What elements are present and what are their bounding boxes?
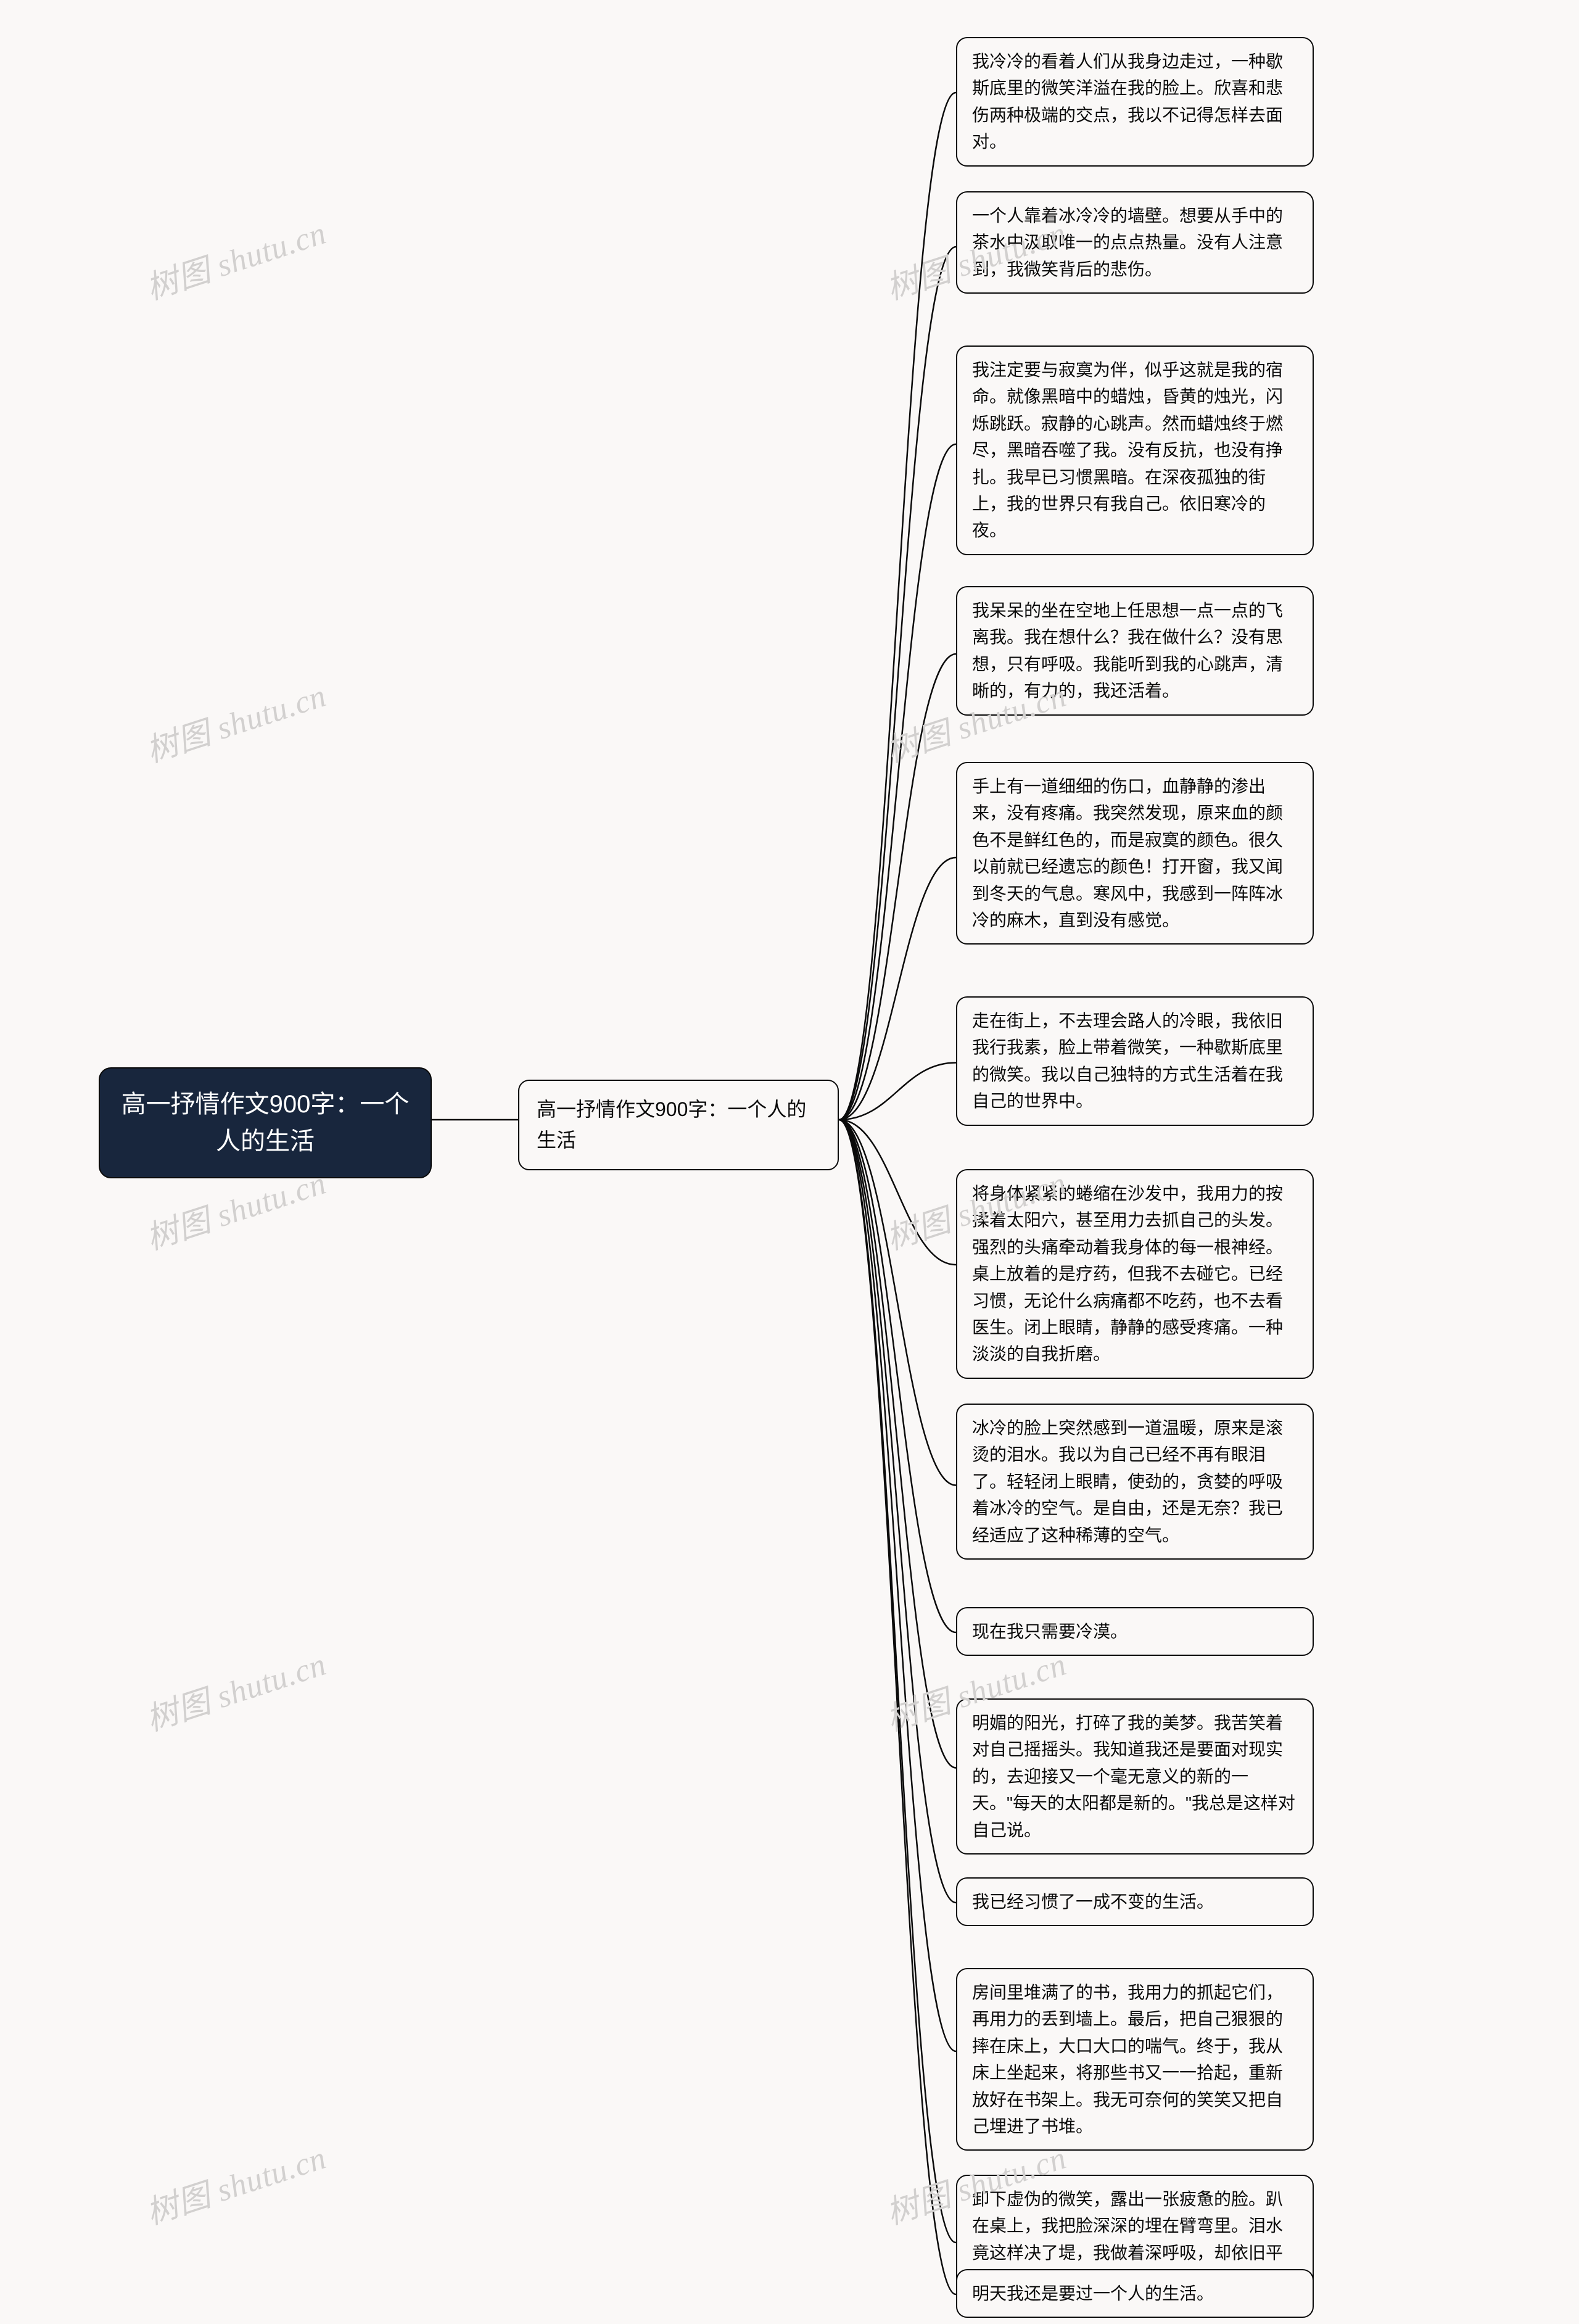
leaf-node-8-text: 现在我只需要冷漠。 (972, 1622, 1128, 1641)
leaf-node-4[interactable]: 手上有一道细细的伤口，血静静的渗出来，没有疼痛。我突然发现，原来血的颜色不是鲜红… (956, 762, 1314, 945)
mindmap-canvas: 高一抒情作文900字：一个人的生活 高一抒情作文900字：一个人的生活 我冷冷的看着… (0, 0, 1579, 2324)
root-node-text: 高一抒情作文900字：一个人的生活 (122, 1091, 410, 1155)
leaf-node-0-text: 我冷冷的看着人们从我身边走过，一种歇斯底里的微笑洋溢在我的脸上。欣喜和悲伤两种极… (972, 52, 1283, 151)
leaf-node-11[interactable]: 房间里堆满了的书，我用力的抓起它们，再用力的丢到墙上。最后，把自己狠狠的摔在床上… (956, 1968, 1314, 2151)
leaf-node-4-text: 手上有一道细细的伤口，血静静的渗出来，没有疼痛。我突然发现，原来血的颜色不是鲜红… (972, 777, 1283, 930)
leaf-node-11-text: 房间里堆满了的书，我用力的抓起它们，再用力的丢到墙上。最后，把自己狠狠的摔在床上… (972, 1983, 1283, 2136)
root-node[interactable]: 高一抒情作文900字：一个人的生活 (99, 1067, 432, 1178)
watermark-6: 树图 shutu.cn (139, 1638, 331, 1740)
leaf-node-5[interactable]: 走在街上，不去理会路人的冷眼，我依旧我行我素，脸上带着微笑，一种歇斯底里的微笑。… (956, 996, 1314, 1126)
leaf-node-13[interactable]: 明天我还是要过一个人的生活。 (956, 2269, 1314, 2318)
leaf-node-2-text: 我注定要与寂寞为伴，似乎这就是我的宿命。就像黑暗中的蜡烛，昏黄的烛光，闪烁跳跃。… (972, 360, 1283, 540)
watermark-2: 树图 shutu.cn (139, 669, 331, 771)
leaf-node-3[interactable]: 我呆呆的坐在空地上任思想一点一点的飞离我。我在想什么？我在做什么？没有思想，只有… (956, 586, 1314, 716)
leaf-node-7[interactable]: 冰冷的脸上突然感到一道温暖，原来是滚烫的泪水。我以为自己已经不再有眼泪了。轻轻闭… (956, 1404, 1314, 1560)
level1-node-text: 高一抒情作文900字：一个人的生活 (537, 1098, 806, 1151)
leaf-node-6-text: 将身体紧紧的蜷缩在沙发中，我用力的按揉着太阳穴，甚至用力去抓自己的头发。强烈的头… (972, 1184, 1283, 1363)
leaf-node-5-text: 走在街上，不去理会路人的冷眼，我依旧我行我素，脸上带着微笑，一种歇斯底里的微笑。… (972, 1011, 1283, 1110)
watermark-0: 树图 shutu.cn (139, 207, 331, 308)
leaf-node-1-text: 一个人靠着冰冷冷的墙壁。想要从手中的茶水中汲取唯一的点点热量。没有人注意到，我微… (972, 206, 1283, 279)
level1-node[interactable]: 高一抒情作文900字：一个人的生活 (518, 1080, 839, 1170)
leaf-node-10[interactable]: 我已经习惯了一成不变的生活。 (956, 1877, 1314, 1926)
leaf-node-1[interactable]: 一个人靠着冰冷冷的墙壁。想要从手中的茶水中汲取唯一的点点热量。没有人注意到，我微… (956, 191, 1314, 294)
leaf-node-10-text: 我已经习惯了一成不变的生活。 (972, 1892, 1214, 1911)
watermark-8: 树图 shutu.cn (139, 2132, 331, 2233)
leaf-node-9[interactable]: 明媚的阳光，打碎了我的美梦。我苦笑着对自己摇摇头。我知道我还是要面对现实的，去迎… (956, 1698, 1314, 1855)
leaf-node-13-text: 明天我还是要过一个人的生活。 (972, 2284, 1214, 2303)
leaf-node-8[interactable]: 现在我只需要冷漠。 (956, 1607, 1314, 1656)
leaf-node-9-text: 明媚的阳光，打碎了我的美梦。我苦笑着对自己摇摇头。我知道我还是要面对现实的，去迎… (972, 1713, 1295, 1840)
leaf-node-3-text: 我呆呆的坐在空地上任思想一点一点的飞离我。我在想什么？我在做什么？没有思想，只有… (972, 601, 1283, 700)
leaf-node-2[interactable]: 我注定要与寂寞为伴，似乎这就是我的宿命。就像黑暗中的蜡烛，昏黄的烛光，闪烁跳跃。… (956, 345, 1314, 555)
leaf-node-6[interactable]: 将身体紧紧的蜷缩在沙发中，我用力的按揉着太阳穴，甚至用力去抓自己的头发。强烈的头… (956, 1169, 1314, 1379)
leaf-node-0[interactable]: 我冷冷的看着人们从我身边走过，一种歇斯底里的微笑洋溢在我的脸上。欣喜和悲伤两种极… (956, 37, 1314, 167)
leaf-node-7-text: 冰冷的脸上突然感到一道温暖，原来是滚烫的泪水。我以为自己已经不再有眼泪了。轻轻闭… (972, 1418, 1283, 1545)
